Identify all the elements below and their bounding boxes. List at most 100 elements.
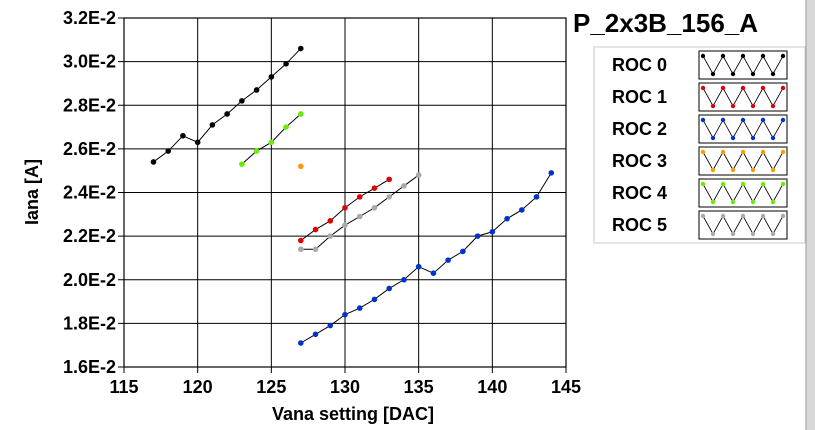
legend-swatch-marker <box>710 199 716 205</box>
legend-item: ROC 1 <box>612 82 788 112</box>
legend-swatch-marker <box>700 181 706 187</box>
legend-swatch-marker <box>730 135 736 141</box>
data-point <box>209 122 216 128</box>
data-point <box>504 215 510 222</box>
data-point <box>356 194 363 200</box>
y-tick-label: 2.8E-2 <box>63 95 116 115</box>
legend-label: ROC 2 <box>612 119 667 139</box>
legend-box <box>593 46 806 244</box>
legend-swatch-marker <box>700 85 706 91</box>
legend-swatch-marker <box>760 149 766 155</box>
data-point <box>194 139 201 146</box>
legend-swatch-marker <box>710 167 716 173</box>
legend-swatch-marker <box>720 53 726 59</box>
y-tick-label: 1.8E-2 <box>63 313 116 333</box>
data-point <box>474 233 481 239</box>
y-tick-label: 2.2E-2 <box>63 226 116 246</box>
series-roc-4 <box>239 111 304 167</box>
legend-swatch-marker <box>740 85 746 91</box>
data-point <box>415 172 422 178</box>
legend-swatch-marker <box>720 213 726 219</box>
data-point <box>327 218 334 224</box>
data-point <box>519 207 525 213</box>
data-point <box>253 148 260 154</box>
data-point <box>224 111 230 117</box>
data-point <box>430 270 437 277</box>
legend-swatch-marker <box>730 103 736 109</box>
series-roc-3 <box>298 163 304 170</box>
y-tick-label: 2.6E-2 <box>63 139 116 159</box>
legend-swatch-marker <box>760 117 766 123</box>
legend-swatch-marker <box>770 135 776 141</box>
data-point <box>371 185 378 191</box>
legend-item: ROC 2 <box>612 114 788 144</box>
legend-swatch-marker <box>770 167 776 173</box>
legend-swatch-marker <box>750 167 756 173</box>
data-point <box>460 248 466 255</box>
data-point <box>356 305 363 311</box>
legend-swatch-marker <box>780 53 786 59</box>
data-point <box>386 285 393 292</box>
x-tick-label: 130 <box>330 377 360 397</box>
data-point <box>283 124 289 130</box>
legend-swatch-marker <box>720 181 726 187</box>
data-point <box>533 194 540 200</box>
data-point <box>327 322 334 329</box>
legend-label: ROC 0 <box>612 55 667 75</box>
legend-swatch-marker <box>740 53 746 59</box>
legend-swatch-marker <box>750 71 756 77</box>
y-tick-label: 3.0E-2 <box>63 52 116 72</box>
x-tick-label: 125 <box>256 377 286 397</box>
y-axis-title: Iana [A] <box>22 159 42 225</box>
chart-title: P_2x3B_156_A <box>573 8 758 38</box>
legend-swatch-marker <box>780 85 786 91</box>
legend-swatch-marker <box>710 135 716 141</box>
legend-swatch-marker <box>740 181 746 187</box>
legend-swatch-marker <box>720 149 726 155</box>
series-roc-0 <box>150 45 304 165</box>
series-roc-5 <box>298 172 422 253</box>
data-point <box>386 176 393 183</box>
series-line <box>300 172 552 344</box>
data-point <box>356 213 363 220</box>
legend-swatch-marker <box>780 213 786 219</box>
legend-label: ROC 4 <box>612 183 667 203</box>
y-tick-label: 2.0E-2 <box>63 270 116 290</box>
legend-swatch-marker <box>700 213 706 219</box>
data-point <box>298 246 304 253</box>
legend-swatch-marker <box>730 231 736 237</box>
legend-label: ROC 3 <box>612 151 667 171</box>
data-point <box>298 237 304 244</box>
y-tick-label: 1.6E-2 <box>63 357 116 377</box>
data-point <box>312 246 319 253</box>
legend-swatch-marker <box>770 231 776 237</box>
legend-swatch-marker <box>750 135 756 141</box>
data-point <box>283 61 289 67</box>
data-point <box>239 98 245 104</box>
legend-swatch-marker <box>700 117 706 123</box>
legend-item: ROC 0 <box>612 50 788 80</box>
legend-swatch-marker <box>770 199 776 205</box>
x-tick-label: 135 <box>404 377 434 397</box>
data-point <box>401 276 407 283</box>
data-point <box>548 170 555 176</box>
series-roc-1 <box>298 176 393 244</box>
legend-swatch-marker <box>720 85 726 91</box>
data-point <box>239 161 245 167</box>
data-point <box>415 263 422 270</box>
data-point <box>253 87 260 93</box>
legend-swatch-marker <box>750 199 756 205</box>
data-point <box>386 194 393 200</box>
legend-label: ROC 5 <box>612 215 667 235</box>
legend-swatch-marker <box>780 181 786 187</box>
axis-ticks: 115 120 125 130 135 140 145 1.6E-2 1.8E-2 2.0E-2 2… <box>63 8 581 397</box>
legend-swatch-marker <box>750 231 756 237</box>
x-axis-title: Vana setting [DAC] <box>272 404 434 424</box>
data-point <box>445 257 451 263</box>
data-point <box>371 204 378 211</box>
data-point <box>150 159 157 165</box>
data-point <box>298 45 304 52</box>
legend-swatch-marker <box>770 71 776 77</box>
legend-swatch-marker <box>700 149 706 155</box>
